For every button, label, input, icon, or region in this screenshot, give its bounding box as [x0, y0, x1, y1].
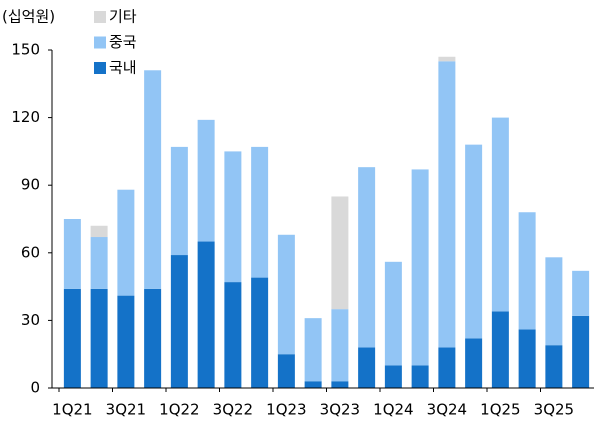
legend-swatch: [94, 36, 106, 49]
bar-segment: [438, 347, 456, 388]
bar-segment: [465, 144, 483, 339]
bar-segment: [572, 270, 590, 316]
legend-swatch: [94, 62, 106, 74]
bar-segment: [304, 318, 322, 382]
bar-segment: [144, 288, 162, 388]
bar-segment: [518, 212, 536, 330]
bar-segment: [90, 225, 108, 238]
bar-segment: [304, 381, 322, 388]
bar-segment: [90, 288, 108, 388]
x-tick-label: 1Q25: [480, 401, 520, 419]
y-tick-label: 60: [21, 243, 40, 261]
x-tick-label: 3Q25: [534, 401, 574, 419]
bar-segment: [197, 119, 215, 242]
bar-segment: [438, 61, 456, 348]
bar-segment: [144, 70, 162, 289]
bar-segment: [491, 117, 509, 312]
legend-label: 중국: [109, 33, 137, 51]
bar-segment: [117, 189, 135, 296]
x-tick-label: 1Q23: [266, 401, 306, 419]
x-tick-label: 1Q21: [52, 401, 92, 419]
x-tick-label: 3Q21: [106, 401, 146, 419]
bar-segment: [411, 365, 429, 388]
legend-swatch: [94, 11, 106, 23]
bar-segment: [63, 288, 81, 388]
x-tick-label: 3Q23: [320, 401, 360, 419]
bar-segment: [438, 56, 456, 62]
legend-label: 국내: [109, 59, 137, 77]
bar-segment: [572, 315, 590, 388]
bar-segment: [358, 347, 376, 388]
x-tick-label: 3Q24: [427, 401, 467, 419]
y-axis-label: (십억원): [2, 8, 55, 26]
bar-segment: [545, 345, 563, 388]
bar-segment: [384, 365, 402, 388]
legend-label: 기타: [109, 8, 137, 26]
x-tick-label: 1Q22: [159, 401, 199, 419]
bar-segment: [251, 146, 269, 278]
bar-segment: [518, 329, 536, 388]
y-tick-label: 150: [11, 41, 40, 59]
bar-segment: [331, 309, 349, 382]
y-tick-label: 90: [21, 176, 40, 194]
x-tick-label: 1Q24: [373, 401, 413, 419]
bar-segment: [331, 196, 349, 310]
bar-segment: [224, 282, 242, 388]
bar-segment: [331, 381, 349, 388]
bar-segment: [251, 277, 269, 388]
bar-segment: [197, 241, 215, 388]
y-tick-label: 120: [11, 108, 40, 126]
bar-segment: [277, 234, 295, 355]
bar-segment: [224, 151, 242, 283]
y-tick-label: 30: [21, 311, 40, 329]
bar-segment: [384, 261, 402, 366]
bar-segment: [411, 169, 429, 366]
y-tick-label: 0: [30, 379, 40, 397]
bar-segment: [545, 257, 563, 346]
bar-segment: [491, 311, 509, 388]
bar-segment: [90, 237, 108, 289]
bar-segment: [277, 354, 295, 388]
bar-segment: [170, 255, 188, 388]
bar-segment: [63, 219, 81, 289]
x-tick-label: 3Q22: [213, 401, 253, 419]
bar-segment: [465, 338, 483, 388]
bar-segment: [170, 146, 188, 256]
bar-segment: [117, 295, 135, 388]
bar-segment: [358, 167, 376, 348]
